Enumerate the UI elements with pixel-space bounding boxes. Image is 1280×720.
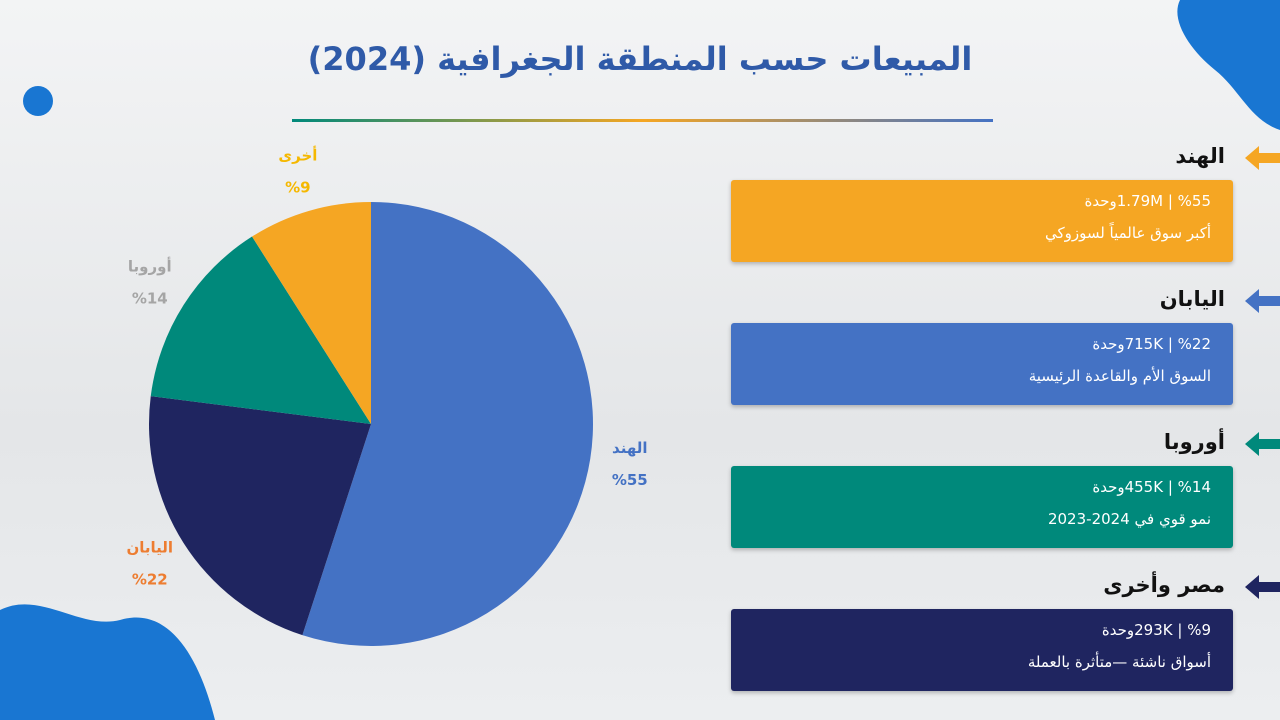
card-line2: نمو قوي في 2024-2023 [1047, 510, 1211, 528]
slice-value: %55 [612, 471, 648, 489]
card-arrow [1245, 432, 1280, 456]
card: 293K | %9وحدة أسواق ناشئة —متأثرة بالعملة [731, 609, 1233, 691]
pie-slice [150, 236, 371, 424]
card-line1: 293K | %9وحدة [1101, 621, 1211, 639]
card-arrow [1245, 575, 1280, 599]
card-line1: 1.79M | %55وحدة [1084, 192, 1211, 210]
title-rule [292, 119, 993, 122]
card-line1: 715K | %22وحدة [1092, 335, 1211, 353]
card-heading: أوروبا [1163, 430, 1225, 454]
slice-label: الهند [612, 439, 647, 457]
card-heading: مصر وأخرى [1103, 573, 1225, 597]
slice-value: %22 [132, 570, 168, 588]
slide-title: المبيعات حسب المنطقة الجغرافية (2024) [307, 40, 973, 78]
card: 455K | %14وحدة نمو قوي في 2024-2023 [731, 466, 1233, 548]
pie-slice [148, 396, 371, 636]
card-line2: السوق الأم والقاعدة الرئيسية [1028, 367, 1211, 385]
slice-value: %14 [132, 290, 168, 308]
card-line2: أسواق ناشئة —متأثرة بالعملة [1027, 653, 1211, 671]
card: 715K | %22وحدة السوق الأم والقاعدة الرئيس… [731, 323, 1233, 405]
pie-slice [302, 202, 594, 646]
card-arrow [1245, 289, 1280, 313]
card-line1: 455K | %14وحدة [1092, 478, 1211, 496]
slice-label: أوروبا [128, 257, 172, 276]
slice-label: أخرى [278, 145, 317, 164]
card-arrow [1245, 146, 1280, 170]
card-line2: أكبر سوق عالمياً لسوزوكي [1044, 224, 1211, 242]
card-heading: اليابان [1159, 287, 1225, 311]
slice-value: %9 [285, 178, 310, 196]
card: 1.79M | %55وحدة أكبر سوق عالمياً لسوزوكي [731, 180, 1233, 262]
slice-label: اليابان [126, 538, 173, 556]
card-heading: الهند [1175, 144, 1225, 168]
pie-slice [252, 202, 371, 424]
